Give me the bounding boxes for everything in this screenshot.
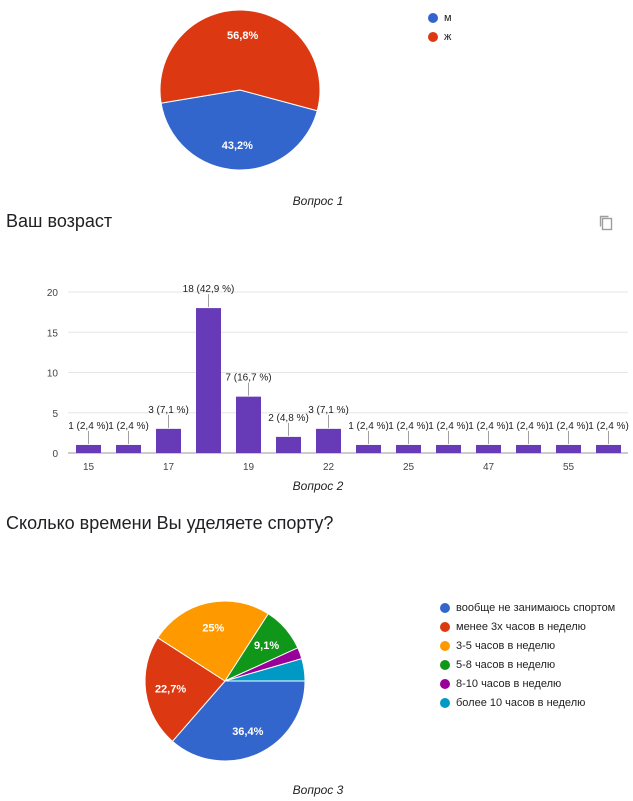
x-tick-label: 22	[323, 462, 335, 473]
pie-slice-label-3: 9,1%	[254, 640, 279, 652]
bar-value-label: 18 (42,9 %)	[183, 284, 235, 295]
bar-26	[436, 444, 461, 453]
bar-value-label: 1 (2,4 %)	[108, 421, 149, 432]
bar-47	[476, 444, 501, 453]
legend-swatch	[440, 640, 450, 651]
bar-value-label: 1 (2,4 %)	[348, 421, 389, 432]
y-tick-label: 5	[52, 409, 58, 420]
bar-22	[316, 428, 341, 453]
legend-swatch	[440, 697, 450, 708]
pie-slice-label-0: 36,4%	[232, 726, 263, 738]
pie-slice-label-1: 56,8%	[227, 30, 258, 42]
x-tick-label: 25	[403, 462, 415, 473]
bar-value-label: 3 (7,1 %)	[148, 405, 189, 416]
y-tick-label: 0	[52, 449, 58, 460]
legend-label: более 10 часов в неделю	[456, 696, 586, 709]
bar-value-label: 1 (2,4 %)	[468, 421, 509, 432]
pie-slice-0	[171, 680, 306, 762]
bar-25	[396, 444, 421, 453]
caption-q3: Вопрос 3	[292, 783, 344, 797]
legend-item: ж	[428, 27, 452, 46]
legend-item: 8-10 часов в неделю	[440, 674, 615, 693]
legend-item: 5-8 часов в неделю	[440, 655, 615, 674]
bar-16	[116, 444, 141, 453]
pie-slice-1	[159, 9, 321, 112]
bar-23	[356, 444, 381, 453]
bar-15	[76, 444, 101, 453]
legend-item: более 10 часов в неделю	[440, 693, 615, 712]
pie-slice-5	[224, 658, 306, 682]
pie-slice-0	[160, 89, 318, 171]
bar-value-label: 1 (2,4 %)	[508, 421, 549, 432]
legend-swatch	[428, 12, 438, 23]
x-tick-label: 15	[83, 462, 95, 473]
bar-19	[236, 396, 261, 453]
legend-label: менее 3х часов в неделю	[456, 620, 586, 633]
pie-slice-label-0: 43,2%	[222, 140, 253, 152]
legend-label: 5-8 часов в неделю	[456, 658, 556, 671]
bar-55	[556, 444, 581, 453]
pie-slice-2	[157, 600, 269, 682]
legend-item: 3-5 часов в неделю	[440, 636, 615, 655]
x-tick-label: 19	[243, 462, 255, 473]
legend-swatch	[440, 602, 450, 613]
bar-value-label: 1 (2,4 %)	[588, 421, 629, 432]
legend-swatch	[440, 621, 450, 632]
pie-slice-1	[144, 637, 226, 743]
bar-18	[196, 308, 221, 453]
legend-label: вообще не занимаюсь спортом	[456, 601, 616, 614]
y-tick-label: 15	[47, 328, 59, 339]
x-tick-label: 55	[563, 462, 575, 473]
bar-value-label: 7 (16,7 %)	[225, 373, 271, 384]
pie-slice-label-2: 25%	[202, 622, 224, 634]
legend-label: ж	[444, 30, 452, 43]
pie-slice-label-1: 22,7%	[155, 684, 186, 696]
legend-swatch	[428, 31, 438, 42]
question-title-q2: Ваш возраст	[6, 211, 113, 231]
legend-swatch	[440, 678, 450, 689]
caption-q1: Вопрос 1	[292, 194, 344, 208]
legend-item: менее 3х часов в неделю	[440, 617, 615, 636]
bar-value-label: 1 (2,4 %)	[548, 421, 589, 432]
legend-label: 3-5 часов в неделю	[456, 639, 556, 652]
pie-chart-q1: 43,2% 56,8%	[159, 9, 321, 171]
y-tick-label: 10	[47, 369, 59, 380]
legend-label: м	[444, 11, 452, 24]
question-title-q3: Сколько времени Вы уделяете спорту?	[6, 513, 334, 533]
bar-17	[156, 428, 181, 453]
caption-q2: Вопрос 2	[292, 479, 344, 493]
pie-chart-q3: 36,4% 22,7% 25% 9,1%	[144, 600, 306, 762]
bar-20	[276, 436, 301, 453]
legend-label: 8-10 часов в неделю	[456, 677, 562, 690]
bar-value-label: 1 (2,4 %)	[428, 421, 469, 432]
bar-value-label: 2 (4,8 %)	[268, 413, 309, 424]
y-tick-label: 20	[47, 288, 59, 299]
x-tick-label: 17	[163, 462, 175, 473]
bar-value-label: 1 (2,4 %)	[68, 421, 109, 432]
legend-swatch	[440, 659, 450, 670]
bar-50	[516, 444, 541, 453]
legend-q3: вообще не занимаюсь спортом менее 3х часо…	[440, 598, 615, 712]
x-tick-label: 47	[483, 462, 495, 473]
bar-value-label: 3 (7,1 %)	[308, 405, 349, 416]
legend-item: вообще не занимаюсь спортом	[440, 598, 615, 617]
legend-item: м	[428, 8, 452, 27]
bar-58	[596, 444, 621, 453]
copy-icon[interactable]	[598, 214, 614, 232]
bar-value-label: 1 (2,4 %)	[388, 421, 429, 432]
